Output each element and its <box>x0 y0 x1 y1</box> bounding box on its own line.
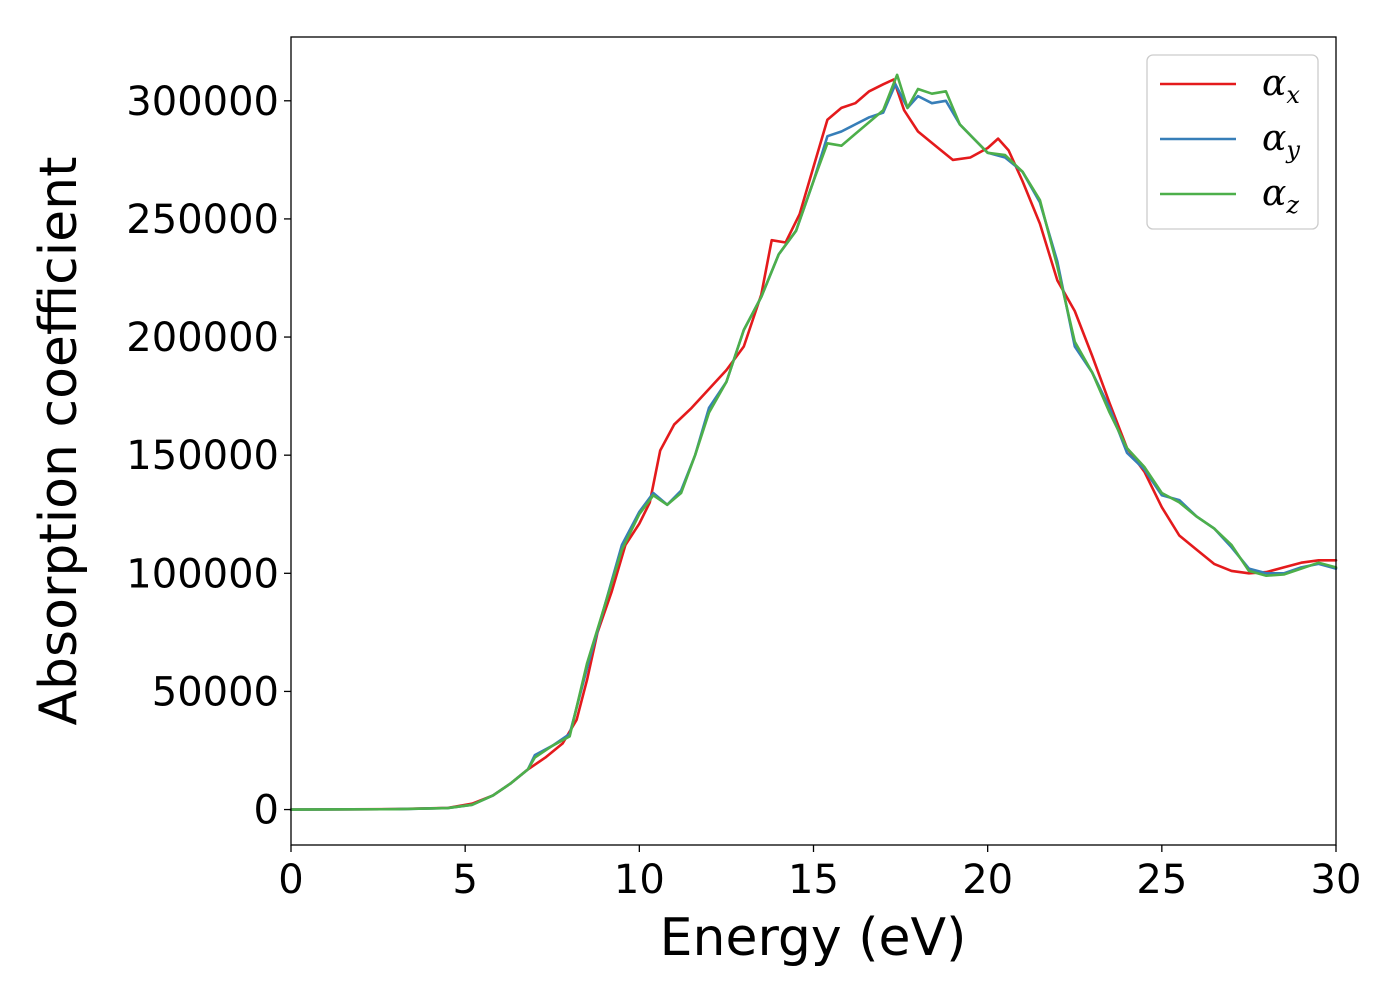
x-axis-ticks: 0 5 10 15 20 25 30 <box>278 845 1361 903</box>
x-tick-label: 15 <box>788 857 839 903</box>
y-tick-label: 150000 <box>126 433 279 479</box>
y-tick-label: 300000 <box>126 79 279 125</box>
x-tick-label: 10 <box>614 857 665 903</box>
y-axis-ticks: 0 50000 100000 150000 200000 250000 300000 <box>126 79 291 834</box>
legend-label-x: αx <box>1262 63 1300 109</box>
x-tick-label: 0 <box>278 857 303 903</box>
x-tick-label: 5 <box>452 857 477 903</box>
series-layer <box>289 73 1338 811</box>
y-axis-label: Absorption coefficient <box>29 156 89 725</box>
x-tick-label: 25 <box>1136 857 1187 903</box>
legend-label-y: αy <box>1262 118 1300 164</box>
x-axis-label: Energy (eV) <box>660 908 967 968</box>
y-tick-label: 250000 <box>126 197 279 243</box>
y-tick-label: 50000 <box>152 669 279 715</box>
series-line-x <box>289 78 1338 811</box>
series-line-z <box>289 73 1338 811</box>
y-tick-label: 0 <box>254 788 279 834</box>
legend-frame <box>1146 54 1319 230</box>
x-tick-label: 20 <box>962 857 1013 903</box>
x-tick-label: 30 <box>1311 857 1362 903</box>
legend: αx αy αz <box>1146 54 1319 230</box>
y-tick-label: 200000 <box>126 315 279 361</box>
y-tick-label: 100000 <box>126 551 279 597</box>
legend-label-z: αz <box>1262 173 1299 219</box>
